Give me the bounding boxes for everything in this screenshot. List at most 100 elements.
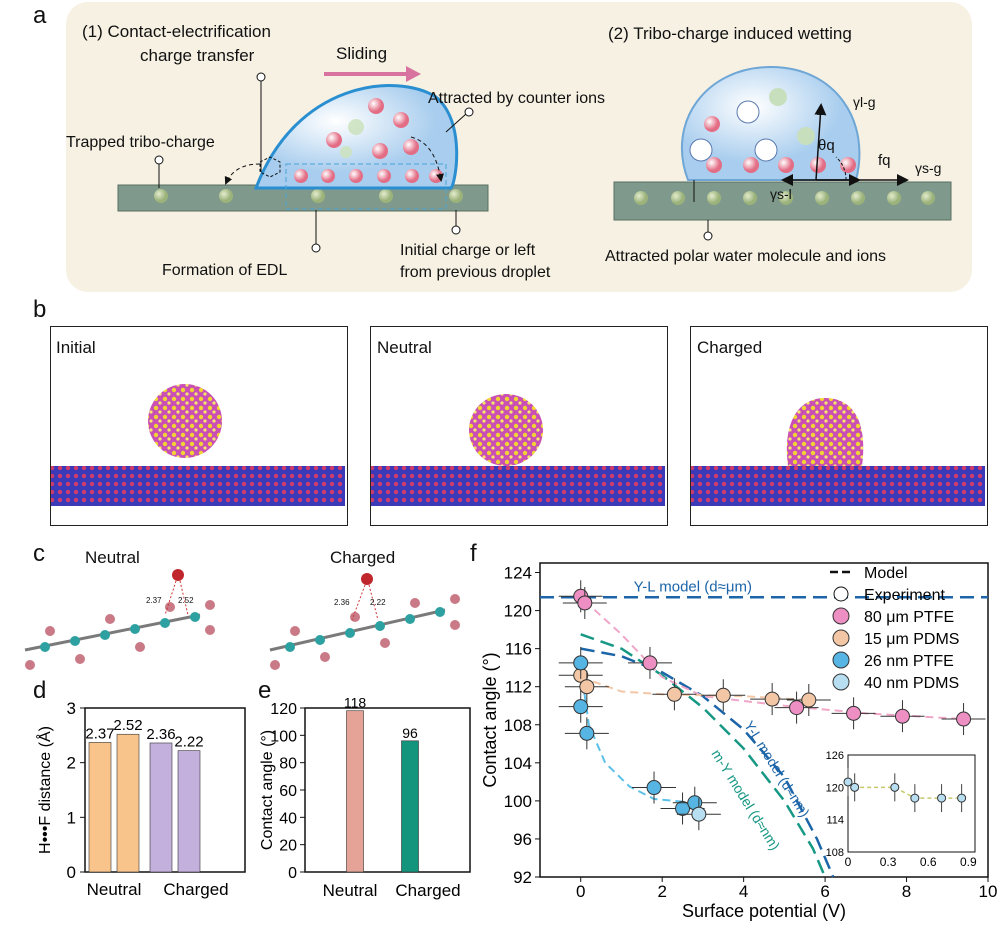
- f-point: [801, 692, 817, 708]
- counter-ions-label: Attracted by counter ions: [428, 90, 605, 107]
- d-bar: [177, 750, 201, 873]
- neutral-distance-2: 2.52: [178, 596, 194, 605]
- f-ytick-label: 120: [504, 602, 532, 621]
- f-inset-ytick-label: 120: [826, 782, 844, 794]
- panel-label-d: d: [33, 677, 47, 704]
- f-point: [764, 691, 780, 707]
- e-plot-frame: [304, 707, 471, 873]
- f-legend-exp-swatch: [833, 586, 849, 602]
- e-category-label: Charged: [395, 881, 460, 900]
- panel-label-e: e: [258, 677, 272, 704]
- f-point: [789, 700, 805, 716]
- f-legend-swatch: [832, 629, 850, 647]
- f-ytick-label: 108: [504, 716, 532, 735]
- c-neutral-title: Neutral: [85, 548, 140, 567]
- f-inset-point: [957, 793, 967, 803]
- e-bar: [346, 710, 364, 873]
- step1-subtitle: charge transfer: [140, 46, 255, 65]
- f-point: [715, 687, 731, 703]
- f-inset-ytick-label: 108: [826, 847, 844, 859]
- e-bar: [401, 740, 419, 873]
- initial-charge-label-2: from previous droplet: [400, 264, 551, 281]
- f-point: [573, 699, 589, 715]
- f-inset-xtick-label: 0: [845, 855, 852, 869]
- f-point: [579, 725, 595, 741]
- f-xtick-label: 6: [820, 882, 829, 901]
- d-ytick-label: 1: [67, 808, 76, 827]
- panel-a-schematic: [117, 65, 952, 253]
- f-point: [646, 780, 662, 796]
- d-bar: [88, 742, 112, 873]
- e-category-label: Neutral: [323, 881, 378, 900]
- panel-label-f: f: [470, 540, 477, 567]
- f-point: [573, 655, 589, 671]
- f-inset-xtick-label: 0.3: [880, 855, 897, 869]
- gamma-sl-label: γs-l: [770, 186, 792, 202]
- f-legend-label: 80 μm PTFE: [864, 609, 954, 626]
- d-bar-label: 2.37: [85, 725, 114, 742]
- theta-label: θq: [818, 137, 835, 154]
- e-bar-label: 118: [344, 695, 367, 711]
- f-legend-label: 26 nm PTFE: [864, 653, 954, 670]
- d-bar: [116, 733, 140, 873]
- f-inset-point: [937, 793, 947, 803]
- d-ytick-label: 0: [67, 863, 76, 882]
- sim-graphics: [51, 384, 985, 506]
- e-ytick-label: 40: [279, 810, 297, 827]
- d-bar: [149, 742, 173, 873]
- f-inset-frame: [847, 754, 976, 853]
- f-ytick-label: 92: [513, 868, 532, 887]
- f-xtick-label: 8: [902, 882, 911, 901]
- trapped-charge-label: Trapped tribo-charge: [66, 134, 215, 151]
- charged-distance-2: 2.22: [370, 598, 386, 607]
- f-point: [675, 800, 691, 816]
- f-xtick-label: 10: [979, 882, 998, 901]
- d-bar-label: 2.36: [146, 726, 175, 743]
- f-xtick-label: 4: [739, 882, 748, 901]
- e-ytick-label: 80: [279, 756, 297, 773]
- f-inset-ytick-label: 114: [826, 815, 844, 827]
- sim-initial-title: Initial: [56, 338, 96, 357]
- f-point: [666, 686, 682, 702]
- f-xtick-label: 0: [576, 882, 585, 901]
- polar-molecule-label: Attracted polar water molecule and ions: [605, 248, 887, 265]
- f-legend-swatch: [832, 673, 850, 691]
- d-bar-label: 2.52: [113, 717, 142, 734]
- f-annotation: Y-L model (d≈μm): [634, 579, 752, 596]
- e-ytick-label: 20: [279, 838, 297, 855]
- d-group-label: Neutral: [87, 880, 142, 899]
- gamma-lg-label: γl-g: [853, 94, 876, 110]
- initial-charge-label: Initial charge or left: [400, 242, 536, 259]
- f-legend-label: Experiment: [864, 587, 945, 604]
- f-model-yl-nm: [580, 647, 835, 878]
- f-legend-label: 40 nm PDMS: [864, 675, 959, 692]
- f-point: [894, 708, 910, 724]
- f-inset-xtick-label: 0.6: [920, 855, 937, 869]
- e-ytick-label: 120: [270, 701, 297, 718]
- f-ylabel: Contact angle (°): [480, 652, 500, 787]
- f-point: [956, 711, 972, 727]
- panel-label-c: c: [33, 540, 45, 567]
- f-point: [642, 655, 658, 671]
- step1-title: (1) Contact-electrification: [82, 22, 271, 41]
- e-ytick-label: 100: [270, 728, 297, 745]
- e-ytick-label: 0: [288, 865, 297, 882]
- f-legend-label: Model: [864, 565, 908, 582]
- f-legend-label: 15 μm PDMS: [864, 631, 959, 648]
- f-legend-swatch: [832, 607, 850, 625]
- f-ytick-label: 104: [504, 754, 532, 773]
- e-ytick-label: 60: [279, 783, 297, 800]
- panel-label-b: b: [33, 296, 47, 323]
- f-point: [579, 679, 595, 695]
- f-point: [691, 806, 707, 822]
- f-ytick-label: 116: [505, 640, 532, 659]
- f-inset-point: [890, 782, 900, 792]
- sim-charged-title: Charged: [697, 338, 763, 357]
- f-model-my-nm: [580, 633, 827, 878]
- edl-label: Formation of EDL: [162, 262, 288, 279]
- neutral-distance-1: 2.37: [146, 596, 162, 605]
- f-inset-point: [850, 782, 860, 792]
- d-bar-label: 2.22: [174, 734, 203, 751]
- f-point: [577, 595, 593, 611]
